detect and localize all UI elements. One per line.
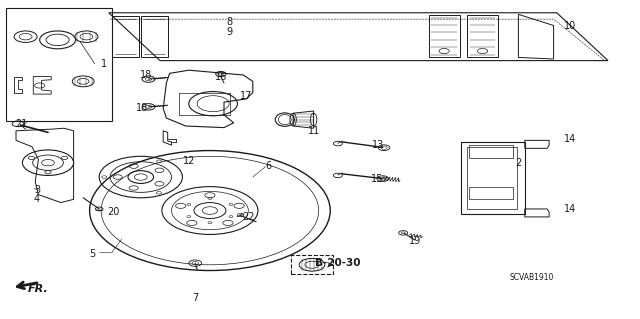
Text: FR.: FR. <box>28 284 49 294</box>
Text: B-20-30: B-20-30 <box>315 258 361 268</box>
Text: 18: 18 <box>140 70 152 80</box>
Text: 7: 7 <box>192 293 198 303</box>
Text: 17: 17 <box>240 91 253 101</box>
Text: 5: 5 <box>90 249 96 259</box>
Text: 15: 15 <box>371 174 384 184</box>
Text: SCVAB1910: SCVAB1910 <box>509 273 554 282</box>
Text: 20: 20 <box>108 207 120 217</box>
Text: 8: 8 <box>226 17 232 27</box>
Text: 10: 10 <box>563 20 576 31</box>
Text: 18: 18 <box>136 103 148 114</box>
Text: 19: 19 <box>408 236 421 246</box>
Text: 4: 4 <box>34 194 40 204</box>
Text: 14: 14 <box>563 134 576 144</box>
Text: 11: 11 <box>307 126 320 136</box>
Bar <box>467 147 517 209</box>
Text: 16: 16 <box>214 71 227 82</box>
Text: 14: 14 <box>563 204 576 214</box>
Text: 6: 6 <box>266 161 272 171</box>
Bar <box>469 187 513 199</box>
Text: 21: 21 <box>15 119 28 130</box>
Bar <box>291 255 333 274</box>
Text: 9: 9 <box>226 27 232 37</box>
Text: 22: 22 <box>242 212 255 222</box>
Text: 12: 12 <box>182 156 195 166</box>
Text: 13: 13 <box>371 140 384 150</box>
Bar <box>469 145 513 158</box>
Bar <box>6 8 112 121</box>
Text: 3: 3 <box>34 185 40 195</box>
Text: 1: 1 <box>100 59 107 69</box>
Text: 2: 2 <box>515 158 522 168</box>
